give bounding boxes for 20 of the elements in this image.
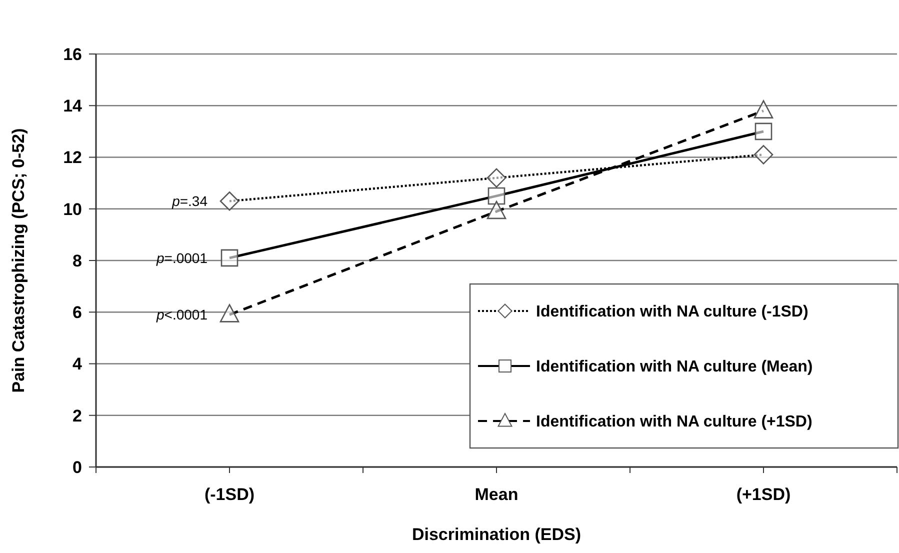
x-axis-title: Discrimination (EDS) [412, 525, 582, 544]
legend-label: Identification with NA culture (Mean) [536, 358, 813, 376]
y-tick-label: 4 [72, 354, 83, 374]
x-tick-label: (+1SD) [736, 485, 791, 504]
y-tick-label: 0 [72, 458, 82, 477]
y-tick-label: 8 [72, 251, 82, 270]
x-tick-label: Mean [474, 485, 518, 504]
legend-label: Identification with NA culture (-1SD) [536, 304, 808, 321]
annotation: p<.0001 [155, 306, 208, 323]
annotation: p=.0001 [155, 250, 208, 266]
y-tick-label: 6 [72, 303, 82, 322]
y-tick-label: 14 [63, 96, 83, 116]
x-tick-label: (-1SD) [204, 485, 255, 504]
y-tick-label: 2 [72, 406, 82, 426]
y-tick-label: 12 [63, 148, 82, 168]
y-axis-title: Pain Catastrophizing (PCS; 0-52) [9, 128, 28, 393]
y-tick-label: 10 [63, 200, 82, 219]
y-tick-label: 16 [63, 44, 82, 64]
legend-label: Identification with NA culture (+1SD) [536, 414, 812, 431]
annotation: p=.34 [171, 193, 208, 210]
